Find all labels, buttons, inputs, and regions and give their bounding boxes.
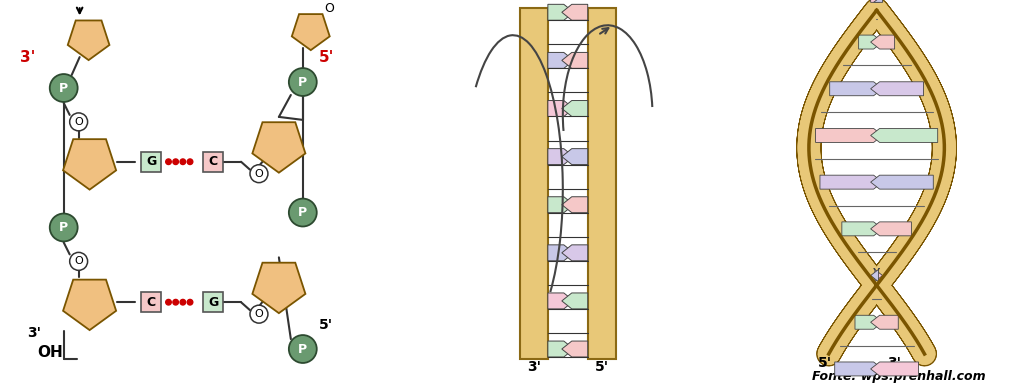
- Circle shape: [173, 159, 179, 164]
- Polygon shape: [873, 269, 882, 283]
- Circle shape: [173, 300, 179, 305]
- Polygon shape: [548, 197, 574, 213]
- Polygon shape: [820, 175, 882, 189]
- Polygon shape: [871, 222, 911, 236]
- Polygon shape: [842, 222, 882, 236]
- Circle shape: [187, 300, 193, 305]
- Circle shape: [49, 214, 78, 241]
- Polygon shape: [871, 129, 938, 142]
- Circle shape: [70, 113, 87, 131]
- Circle shape: [180, 159, 186, 164]
- Text: O: O: [324, 2, 333, 15]
- Text: 3': 3': [527, 360, 541, 374]
- Circle shape: [166, 300, 171, 305]
- Bar: [520, 8, 548, 359]
- Polygon shape: [562, 293, 588, 309]
- Circle shape: [70, 253, 87, 270]
- Polygon shape: [63, 139, 116, 190]
- Polygon shape: [871, 362, 918, 376]
- Text: 3': 3': [27, 326, 41, 340]
- Polygon shape: [291, 14, 329, 50]
- Polygon shape: [548, 293, 574, 309]
- Circle shape: [250, 305, 268, 323]
- Text: C: C: [147, 296, 156, 309]
- Text: 3': 3': [887, 356, 902, 370]
- Text: P: P: [60, 221, 69, 234]
- FancyBboxPatch shape: [203, 152, 223, 172]
- Polygon shape: [548, 52, 574, 69]
- Text: Fonte: wps.prenhall.com: Fonte: wps.prenhall.com: [812, 370, 985, 383]
- Text: 5': 5': [595, 360, 608, 374]
- Text: O: O: [74, 117, 83, 127]
- Polygon shape: [548, 245, 574, 261]
- Polygon shape: [562, 149, 588, 164]
- Polygon shape: [562, 52, 588, 69]
- Bar: [588, 8, 616, 359]
- Polygon shape: [871, 175, 934, 189]
- Polygon shape: [816, 129, 882, 142]
- FancyBboxPatch shape: [142, 292, 161, 312]
- Text: 3': 3': [19, 50, 35, 65]
- Text: O: O: [254, 169, 264, 179]
- Text: G: G: [147, 155, 157, 168]
- Text: P: P: [299, 206, 308, 219]
- Polygon shape: [873, 0, 882, 2]
- Polygon shape: [855, 315, 882, 329]
- Text: 5': 5': [818, 356, 832, 370]
- Text: P: P: [299, 75, 308, 89]
- Text: OH: OH: [37, 345, 63, 360]
- Polygon shape: [871, 269, 879, 283]
- Circle shape: [180, 300, 186, 305]
- Polygon shape: [562, 197, 588, 213]
- Polygon shape: [548, 341, 574, 357]
- Text: O: O: [74, 256, 83, 266]
- Text: 5': 5': [319, 50, 334, 65]
- Polygon shape: [68, 20, 110, 60]
- Text: G: G: [208, 296, 219, 309]
- Polygon shape: [548, 149, 574, 164]
- Circle shape: [289, 68, 317, 96]
- Polygon shape: [548, 100, 574, 117]
- Text: O: O: [254, 309, 264, 319]
- Text: P: P: [60, 82, 69, 94]
- FancyBboxPatch shape: [142, 152, 161, 172]
- Circle shape: [49, 74, 78, 102]
- Polygon shape: [252, 263, 306, 313]
- Polygon shape: [835, 362, 882, 376]
- Polygon shape: [562, 100, 588, 117]
- Circle shape: [250, 165, 268, 182]
- Polygon shape: [562, 245, 588, 261]
- FancyBboxPatch shape: [203, 292, 223, 312]
- Text: 5': 5': [319, 318, 332, 332]
- Polygon shape: [871, 315, 898, 329]
- Polygon shape: [871, 35, 895, 49]
- Text: C: C: [208, 155, 218, 168]
- Circle shape: [289, 199, 317, 226]
- Polygon shape: [548, 4, 574, 20]
- Polygon shape: [562, 4, 588, 20]
- Polygon shape: [871, 82, 923, 96]
- Circle shape: [187, 159, 193, 164]
- Polygon shape: [252, 122, 306, 173]
- Polygon shape: [63, 280, 116, 330]
- Polygon shape: [859, 35, 882, 49]
- Polygon shape: [562, 341, 588, 357]
- Circle shape: [166, 159, 171, 164]
- Polygon shape: [871, 0, 879, 2]
- Text: P: P: [299, 343, 308, 355]
- Circle shape: [289, 335, 317, 363]
- Polygon shape: [830, 82, 882, 96]
